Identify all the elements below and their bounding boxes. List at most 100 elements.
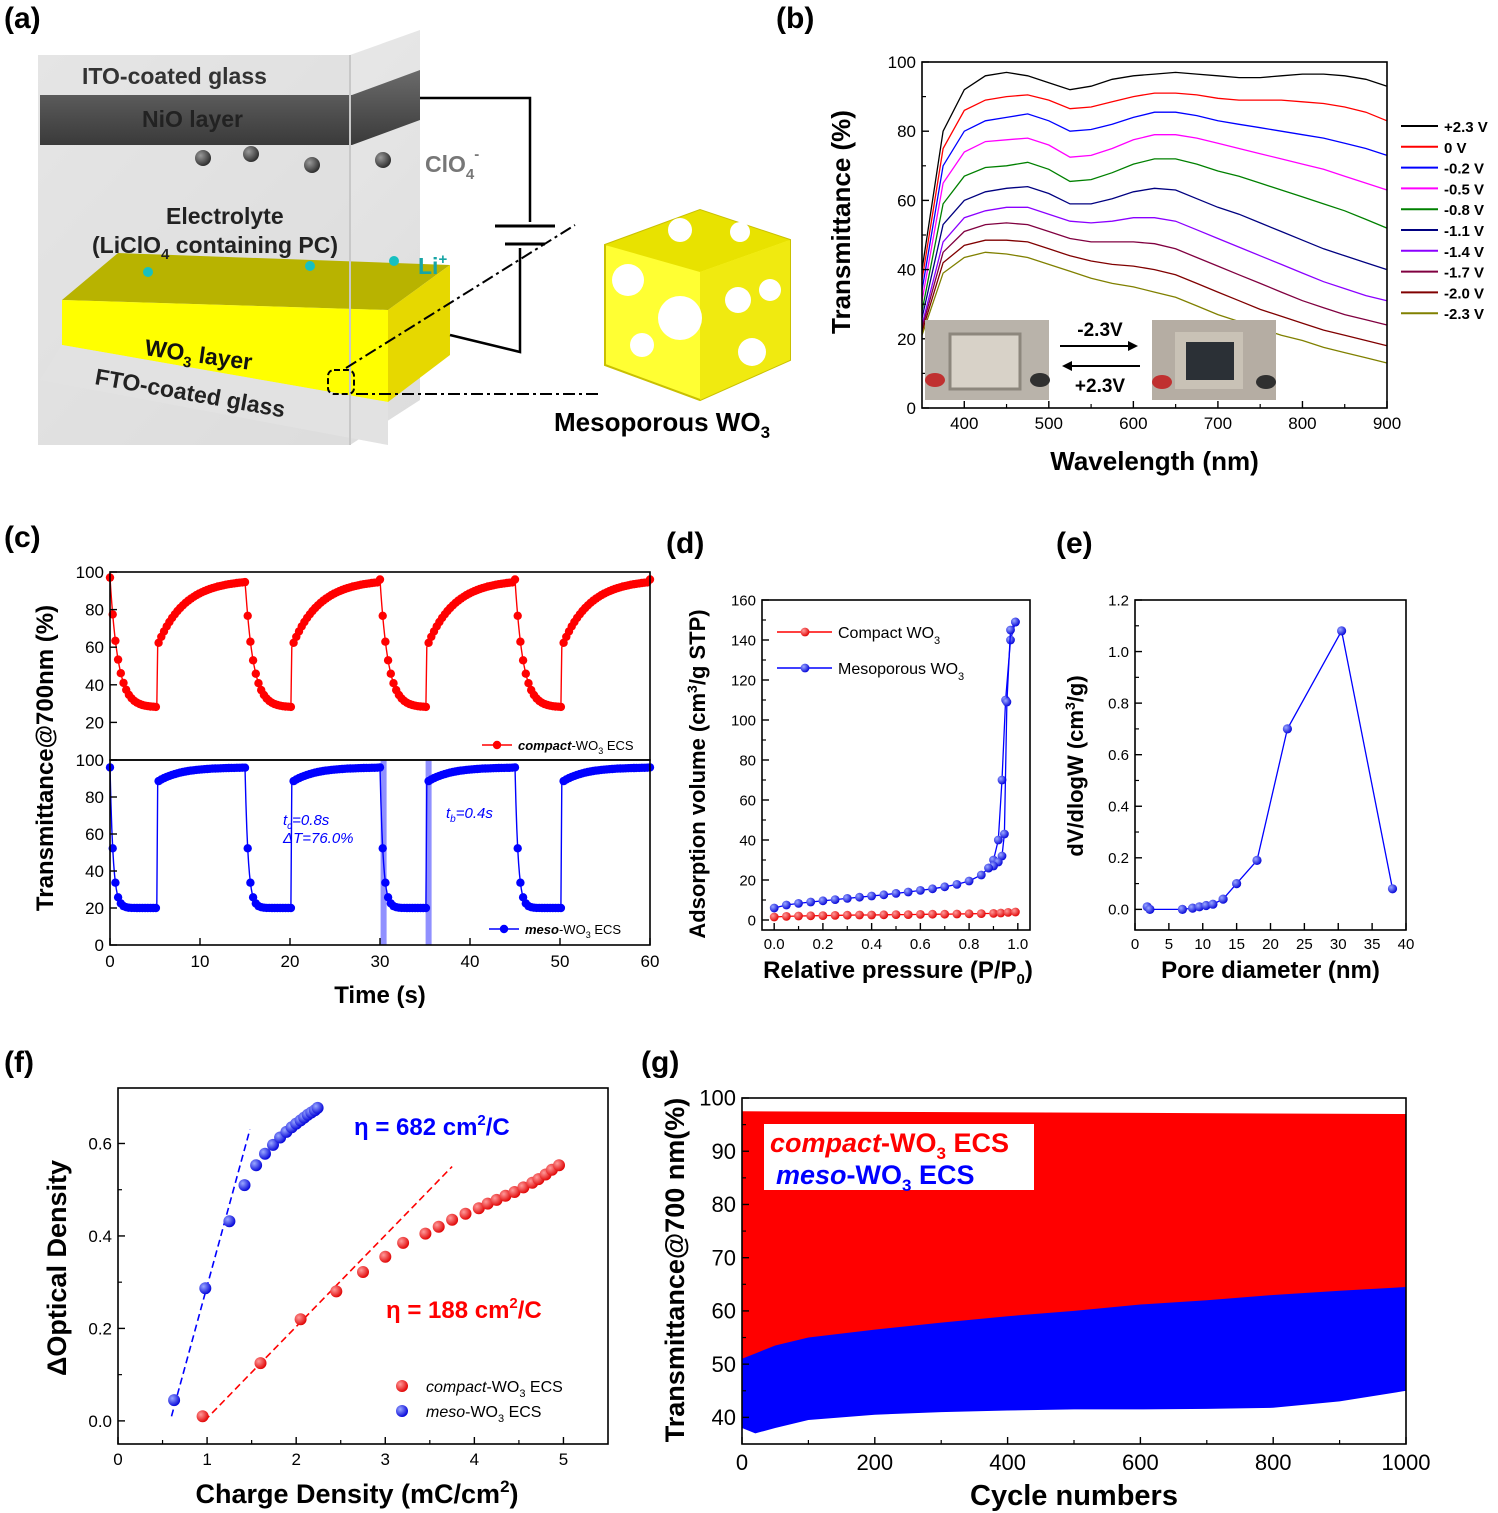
data-point — [196, 1410, 209, 1423]
data-point — [381, 637, 390, 646]
data-point — [240, 577, 250, 587]
y-tick-label: 40 — [897, 261, 916, 280]
data-point — [397, 1236, 410, 1249]
x-tick-label: 400 — [989, 1450, 1026, 1475]
data-point — [517, 1181, 530, 1194]
circuit-wire-bottom — [449, 248, 522, 354]
x-tick-label: 20 — [281, 952, 300, 971]
data-point — [964, 909, 974, 919]
y-tick-label: 80 — [85, 601, 104, 620]
data-point — [794, 911, 803, 921]
data-point — [521, 669, 530, 678]
data-point — [286, 702, 296, 712]
y-tick-label: 1.0 — [1108, 644, 1129, 661]
legend-label: -2.0 V — [1444, 285, 1484, 302]
plot-frame — [1134, 599, 1407, 931]
mesoporous-block — [604, 208, 791, 402]
data-point — [1188, 903, 1198, 913]
clo4-ion — [375, 152, 391, 168]
x-tick-label: 1 — [202, 1450, 211, 1469]
coloring-arrowhead — [1128, 341, 1138, 351]
data-point — [151, 903, 161, 913]
data-point — [246, 637, 255, 646]
panel-label-b: (b) — [776, 2, 814, 35]
data-point — [223, 1215, 236, 1228]
x-tick-label: 3 — [381, 1450, 390, 1469]
data-point — [830, 911, 840, 920]
data-point — [524, 679, 533, 688]
data-point — [556, 702, 566, 712]
panel-label-d: (d) — [666, 527, 704, 560]
data-point — [879, 890, 889, 900]
spectrum-line — [921, 111, 1388, 291]
data-point — [116, 669, 126, 678]
data-point — [472, 1202, 485, 1215]
panel-e-plot: 0 5 10 15 20 25 30 35 40 0.0 0.2 0.4 0.6 0.8 1.0 1.2 Por… — [1062, 592, 1414, 984]
spectrum-line — [921, 71, 1388, 270]
y-tick-label: 100 — [699, 1086, 736, 1111]
panel-label-g: (g) — [641, 1046, 679, 1079]
data-point — [238, 1179, 251, 1192]
data-point — [419, 1227, 432, 1240]
y-tick-label: 60 — [712, 1299, 736, 1324]
data-point — [1011, 617, 1020, 627]
y-axis-label: Transmittance@700nm (%) — [32, 605, 59, 911]
data-point — [1201, 900, 1211, 911]
data-point — [446, 1213, 459, 1226]
panel-d-plot: Compact WO3 Mesoporous WO3 0.0 0.2 0.4 0.6 0.8… — [684, 592, 1033, 988]
x-tick-label: 900 — [1373, 414, 1401, 433]
data-point — [111, 636, 120, 645]
panel-label-c: (c) — [4, 521, 41, 554]
legend-marker — [492, 740, 502, 750]
data-point — [243, 611, 252, 620]
y-tick-label: 20 — [85, 899, 104, 918]
data-point — [818, 896, 828, 906]
data-point — [940, 882, 950, 892]
data-point — [1000, 829, 1009, 839]
y-tick-label: 20 — [85, 713, 104, 732]
y-axis-label: Adsorption volume (cm3/g STP) — [684, 609, 710, 938]
electrolyte-composition: (LiClO4 containing PC) — [92, 232, 338, 263]
x-tick-label: 40 — [461, 952, 480, 971]
y-tick-label: 160 — [731, 592, 756, 609]
data-point — [855, 910, 864, 920]
y-tick-label: 60 — [85, 825, 104, 844]
data-point — [516, 878, 525, 887]
x-tick-label: 2 — [291, 1450, 300, 1469]
legend-label: -1.7 V — [1444, 265, 1484, 282]
data-point — [952, 880, 962, 889]
x-tick-label: 0 — [113, 1450, 122, 1469]
y-tick-label: 0.4 — [88, 1227, 112, 1246]
x-tick-label: 50 — [551, 952, 570, 971]
zoom-region — [327, 369, 355, 395]
y-tick-label: 0.0 — [88, 1412, 112, 1431]
data-point — [240, 763, 250, 772]
data-point — [1232, 879, 1242, 889]
x-tick-label: 500 — [1035, 414, 1063, 433]
data-point — [964, 876, 974, 886]
x-tick-label: 0.2 — [812, 936, 833, 953]
x-tick-label: 4 — [470, 1450, 479, 1469]
panel-g: (g) 0 200 400 600 800 1000 40 50 60 70 80 90 100 Cycl… — [641, 1046, 1430, 1512]
x-tick-label: 0.0 — [764, 936, 785, 953]
spectrum-line — [921, 206, 1388, 326]
y-axis-label: dV/dlogW (cm3/g) — [1062, 675, 1088, 856]
y-tick-label: 80 — [897, 122, 916, 141]
nio-label: NiO layer — [142, 106, 243, 132]
x-tick-label: 800 — [1255, 1450, 1292, 1475]
data-point — [879, 910, 889, 920]
data-point — [251, 669, 260, 678]
data-point — [267, 1138, 279, 1151]
x-tick-label: 25 — [1296, 936, 1313, 953]
y-tick-label: 0 — [907, 399, 916, 418]
data-point — [499, 1189, 512, 1202]
data-point — [556, 903, 566, 913]
data-point — [1387, 884, 1398, 894]
legend-compact: compact-WO3 ECS — [770, 1128, 1009, 1163]
data-point — [1218, 894, 1228, 904]
data-point — [459, 1207, 472, 1220]
data-point — [510, 575, 520, 584]
y-axis-label: Transmittance@700 nm(%) — [660, 1098, 690, 1442]
transmittance-trace — [109, 766, 651, 909]
y-tick-label: 140 — [731, 632, 756, 649]
